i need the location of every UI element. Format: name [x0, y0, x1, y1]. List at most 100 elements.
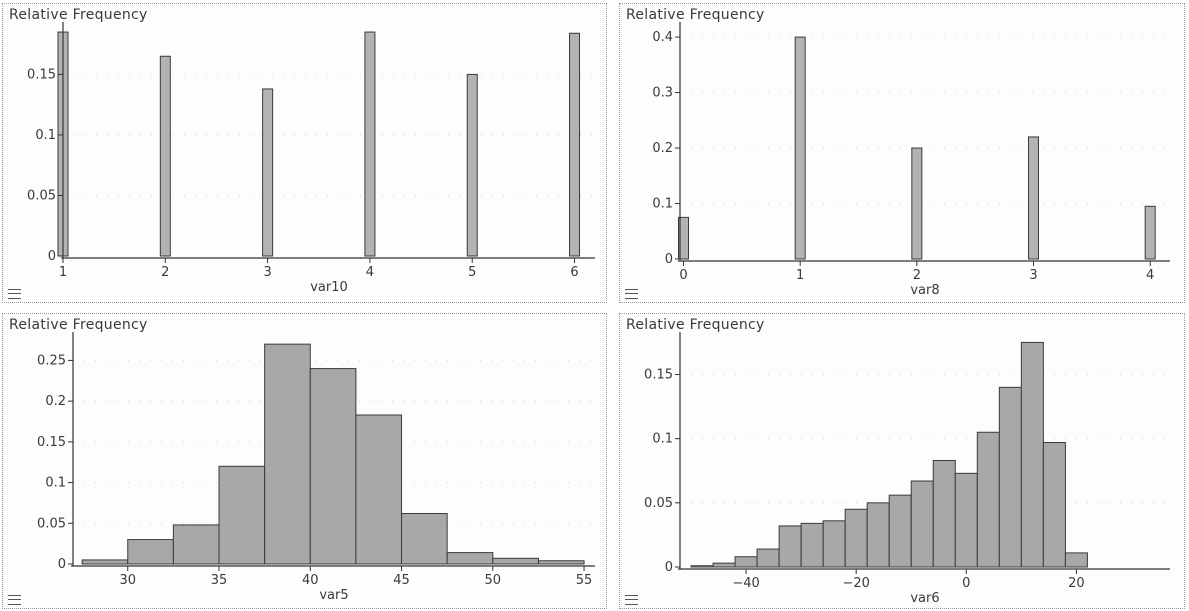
histogram-bar[interactable]	[866, 502, 890, 568]
y-tick-label: 0	[665, 252, 673, 267]
y-tick-label: 0.15	[27, 67, 56, 82]
x-axis-title: var10	[310, 280, 348, 295]
histogram-bar[interactable]	[81, 559, 129, 565]
x-axis-title: var5	[319, 588, 348, 603]
x-tick-label: 4	[1146, 268, 1154, 283]
bar[interactable]	[794, 36, 806, 260]
y-tick-label: 0.05	[644, 496, 673, 511]
bar[interactable]	[1028, 136, 1039, 260]
histogram-bar[interactable]	[309, 368, 357, 565]
histogram-bar[interactable]	[690, 565, 714, 568]
histogram-bar[interactable]	[910, 480, 934, 568]
bars	[678, 36, 1156, 260]
histogram-bar[interactable]	[756, 548, 780, 568]
histogram-bar[interactable]	[888, 494, 912, 568]
bars	[690, 341, 1088, 568]
x-tick-label: 20	[1068, 576, 1085, 591]
x-tick-label: 30	[119, 573, 136, 588]
menu-icon[interactable]	[8, 289, 21, 299]
bars	[57, 31, 581, 257]
y-tick-label: 0.1	[652, 197, 673, 212]
x-tick-label: 6	[570, 265, 578, 280]
histogram-bar[interactable]	[844, 508, 868, 568]
y-tick-label: 0.2	[652, 141, 673, 156]
y-tick-label: 0.15	[644, 368, 673, 383]
bar[interactable]	[911, 147, 923, 260]
x-tick-label: −40	[732, 576, 759, 591]
y-tick-label: 0.1	[35, 128, 56, 143]
bar[interactable]	[364, 31, 376, 257]
x-axis-title: var6	[910, 591, 939, 606]
x-tick-label: 0	[962, 576, 970, 591]
histogram-bar[interactable]	[1042, 442, 1066, 568]
x-tick-label: 55	[576, 573, 593, 588]
histogram-bar[interactable]	[1020, 341, 1044, 568]
x-axis-title: var8	[910, 283, 939, 298]
bar[interactable]	[466, 73, 478, 257]
chart-svg: 0 0.05 0.1 0.15 1 2 3 4 5 6 var10	[27, 22, 595, 295]
x-tick-label: 2	[161, 265, 169, 280]
y-tick-label: 0.25	[37, 353, 66, 368]
x-tick-label: 35	[211, 573, 228, 588]
y-tick-label: 0.4	[652, 30, 673, 45]
bar[interactable]	[262, 88, 274, 257]
y-tick-label: 0.1	[652, 432, 673, 447]
histogram-bar[interactable]	[954, 472, 978, 568]
y-tick-label: 0.2	[45, 394, 66, 409]
menu-icon[interactable]	[625, 289, 638, 299]
y-tick-label: 0	[48, 249, 56, 264]
y-axis-label: Relative Frequency	[9, 317, 148, 333]
histogram-bar[interactable]	[712, 562, 736, 568]
bar[interactable]	[159, 55, 171, 257]
x-tick-label: −20	[842, 576, 869, 591]
x-tick-label: 0	[679, 268, 687, 283]
chart-panel-var10: 0 0.05 0.1 0.15 1 2 3 4 5 6 var10 Relative Frequen…	[2, 3, 607, 303]
x-tick-label: 2	[913, 268, 921, 283]
y-axis-label: Relative Frequency	[626, 7, 765, 23]
chart-svg: 0 0.05 0.1 0.15 0.2 0.25 30 35 40 45 50 55 var5	[37, 332, 595, 603]
bar[interactable]	[569, 32, 581, 257]
y-tick-label: 0.05	[37, 516, 66, 531]
histogram-bar[interactable]	[778, 525, 802, 568]
bars	[81, 343, 585, 565]
histogram-bar[interactable]	[264, 343, 311, 565]
x-tick-label: 1	[796, 268, 804, 283]
y-tick-label: 0.3	[652, 86, 673, 101]
menu-icon[interactable]	[625, 595, 638, 605]
bar[interactable]	[678, 216, 689, 260]
histogram-bar[interactable]	[932, 459, 956, 568]
chart-svg: 0 0.1 0.2 0.3 0.4 0 1 2 3 4 var8	[652, 22, 1170, 298]
histogram-bar[interactable]	[218, 465, 266, 565]
histogram-bar[interactable]	[1064, 552, 1088, 568]
histogram-bar[interactable]	[401, 513, 448, 565]
histogram-bar[interactable]	[446, 552, 494, 565]
histogram-bar[interactable]	[127, 539, 174, 565]
chart-panel-var5: 0 0.05 0.1 0.15 0.2 0.25 30 35 40 45 50 55 var5 Rela…	[2, 313, 607, 609]
chart-panel-var8: 0 0.1 0.2 0.3 0.4 0 1 2 3 4 var8 Relative Frequenc…	[619, 3, 1185, 303]
x-tick-label: 3	[1029, 268, 1037, 283]
histogram-bar[interactable]	[355, 414, 403, 565]
x-tick-label: 3	[263, 265, 271, 280]
histogram-bar[interactable]	[172, 524, 220, 565]
histogram-bar[interactable]	[822, 520, 846, 568]
y-axis-label: Relative Frequency	[9, 7, 148, 23]
y-tick-label: 0.05	[27, 188, 56, 203]
y-tick-label: 0	[58, 557, 66, 572]
chart-panel-var6: 0 0.05 0.1 0.15 −40 −20 0 20 var6 Relative Frequ…	[619, 313, 1185, 609]
menu-icon[interactable]	[8, 595, 21, 605]
histogram-bar[interactable]	[734, 556, 758, 568]
histogram-bar[interactable]	[976, 431, 1000, 568]
x-tick-label: 45	[393, 573, 410, 588]
histogram-bar[interactable]	[492, 557, 539, 565]
x-tick-label: 4	[366, 265, 374, 280]
histogram-bar[interactable]	[998, 386, 1022, 568]
histogram-bar[interactable]	[800, 522, 824, 568]
x-tick-label: 1	[59, 265, 67, 280]
bar[interactable]	[1144, 205, 1156, 260]
histogram-bar[interactable]	[537, 560, 585, 565]
y-tick-label: 0	[665, 560, 673, 575]
x-tick-label: 50	[485, 573, 502, 588]
y-axis-label: Relative Frequency	[626, 317, 765, 333]
chart-svg: 0 0.05 0.1 0.15 −40 −20 0 20 var6	[644, 332, 1170, 606]
x-tick-label: 40	[302, 573, 319, 588]
